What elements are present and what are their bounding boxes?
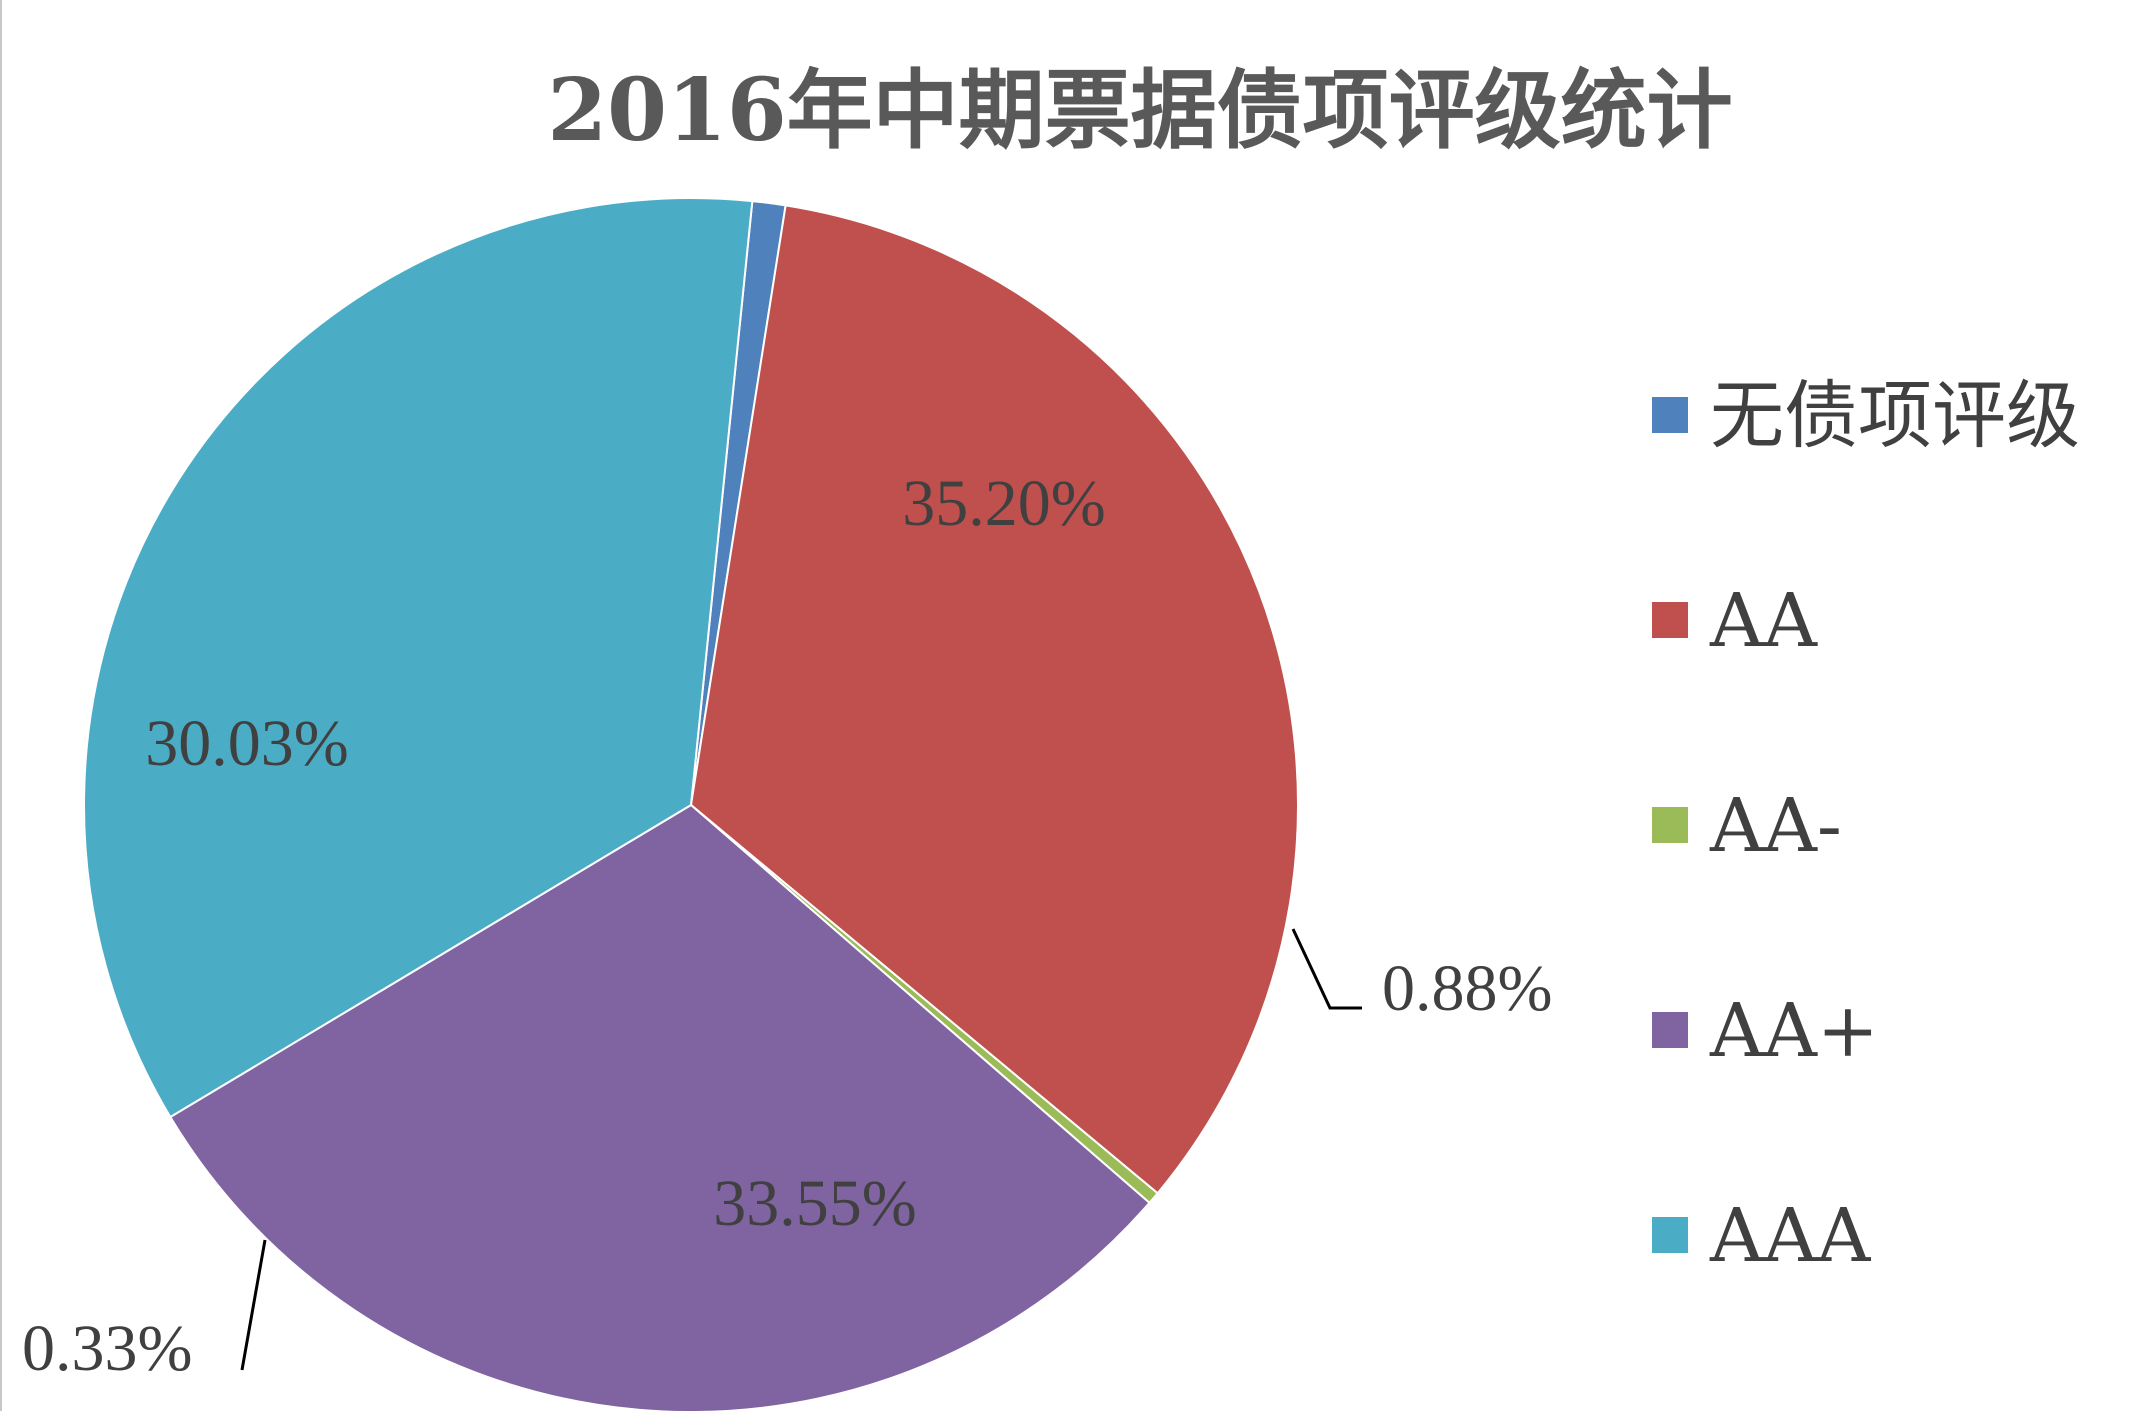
pie-slice-AAA: [83, 197, 754, 1119]
leader-line-AA-: [240, 1239, 267, 1371]
pie-slice-AA: [689, 204, 1299, 1195]
legend-swatch-AA+: [1652, 1012, 1688, 1048]
leader-lines: [240, 928, 1362, 1371]
legend-swatch-AA: [1652, 602, 1688, 638]
data-label-无债项评级: 0.88%: [1382, 952, 1552, 1025]
legend-swatch-无债项评级: [1652, 397, 1688, 433]
data-label-AAA: 35.20%: [902, 467, 1105, 540]
legend-swatch-AAA: [1652, 1217, 1688, 1253]
data-label-AA+: 30.03%: [145, 707, 348, 780]
data-label-AA-: 0.33%: [22, 1312, 192, 1385]
chart-left-border: [0, 0, 2, 1411]
chart-title: 2016年中期票据债项评级统计: [547, 60, 1732, 161]
legend: 无债项评级 AA AA- AA+ AAA: [1652, 373, 2080, 1279]
legend-label-AA+: AA+: [1709, 988, 1879, 1074]
data-labels: 0.88% 33.55% 0.33% 30.03% 35.20%: [22, 467, 1552, 1385]
legend-label-AA: AA: [1709, 578, 1818, 664]
legend-swatch-AA-: [1652, 807, 1688, 843]
legend-label-AAA: AAA: [1709, 1193, 1872, 1279]
leader-line-无债项评级: [1291, 928, 1362, 1010]
data-label-AA: 33.55%: [713, 1167, 916, 1240]
pie-slice-AA+: [168, 803, 1151, 1411]
legend-label-无债项评级: 无债项评级: [1710, 373, 2080, 459]
legend-label-AA-: AA-: [1709, 783, 1842, 869]
pie-slices: [83, 197, 1299, 1411]
